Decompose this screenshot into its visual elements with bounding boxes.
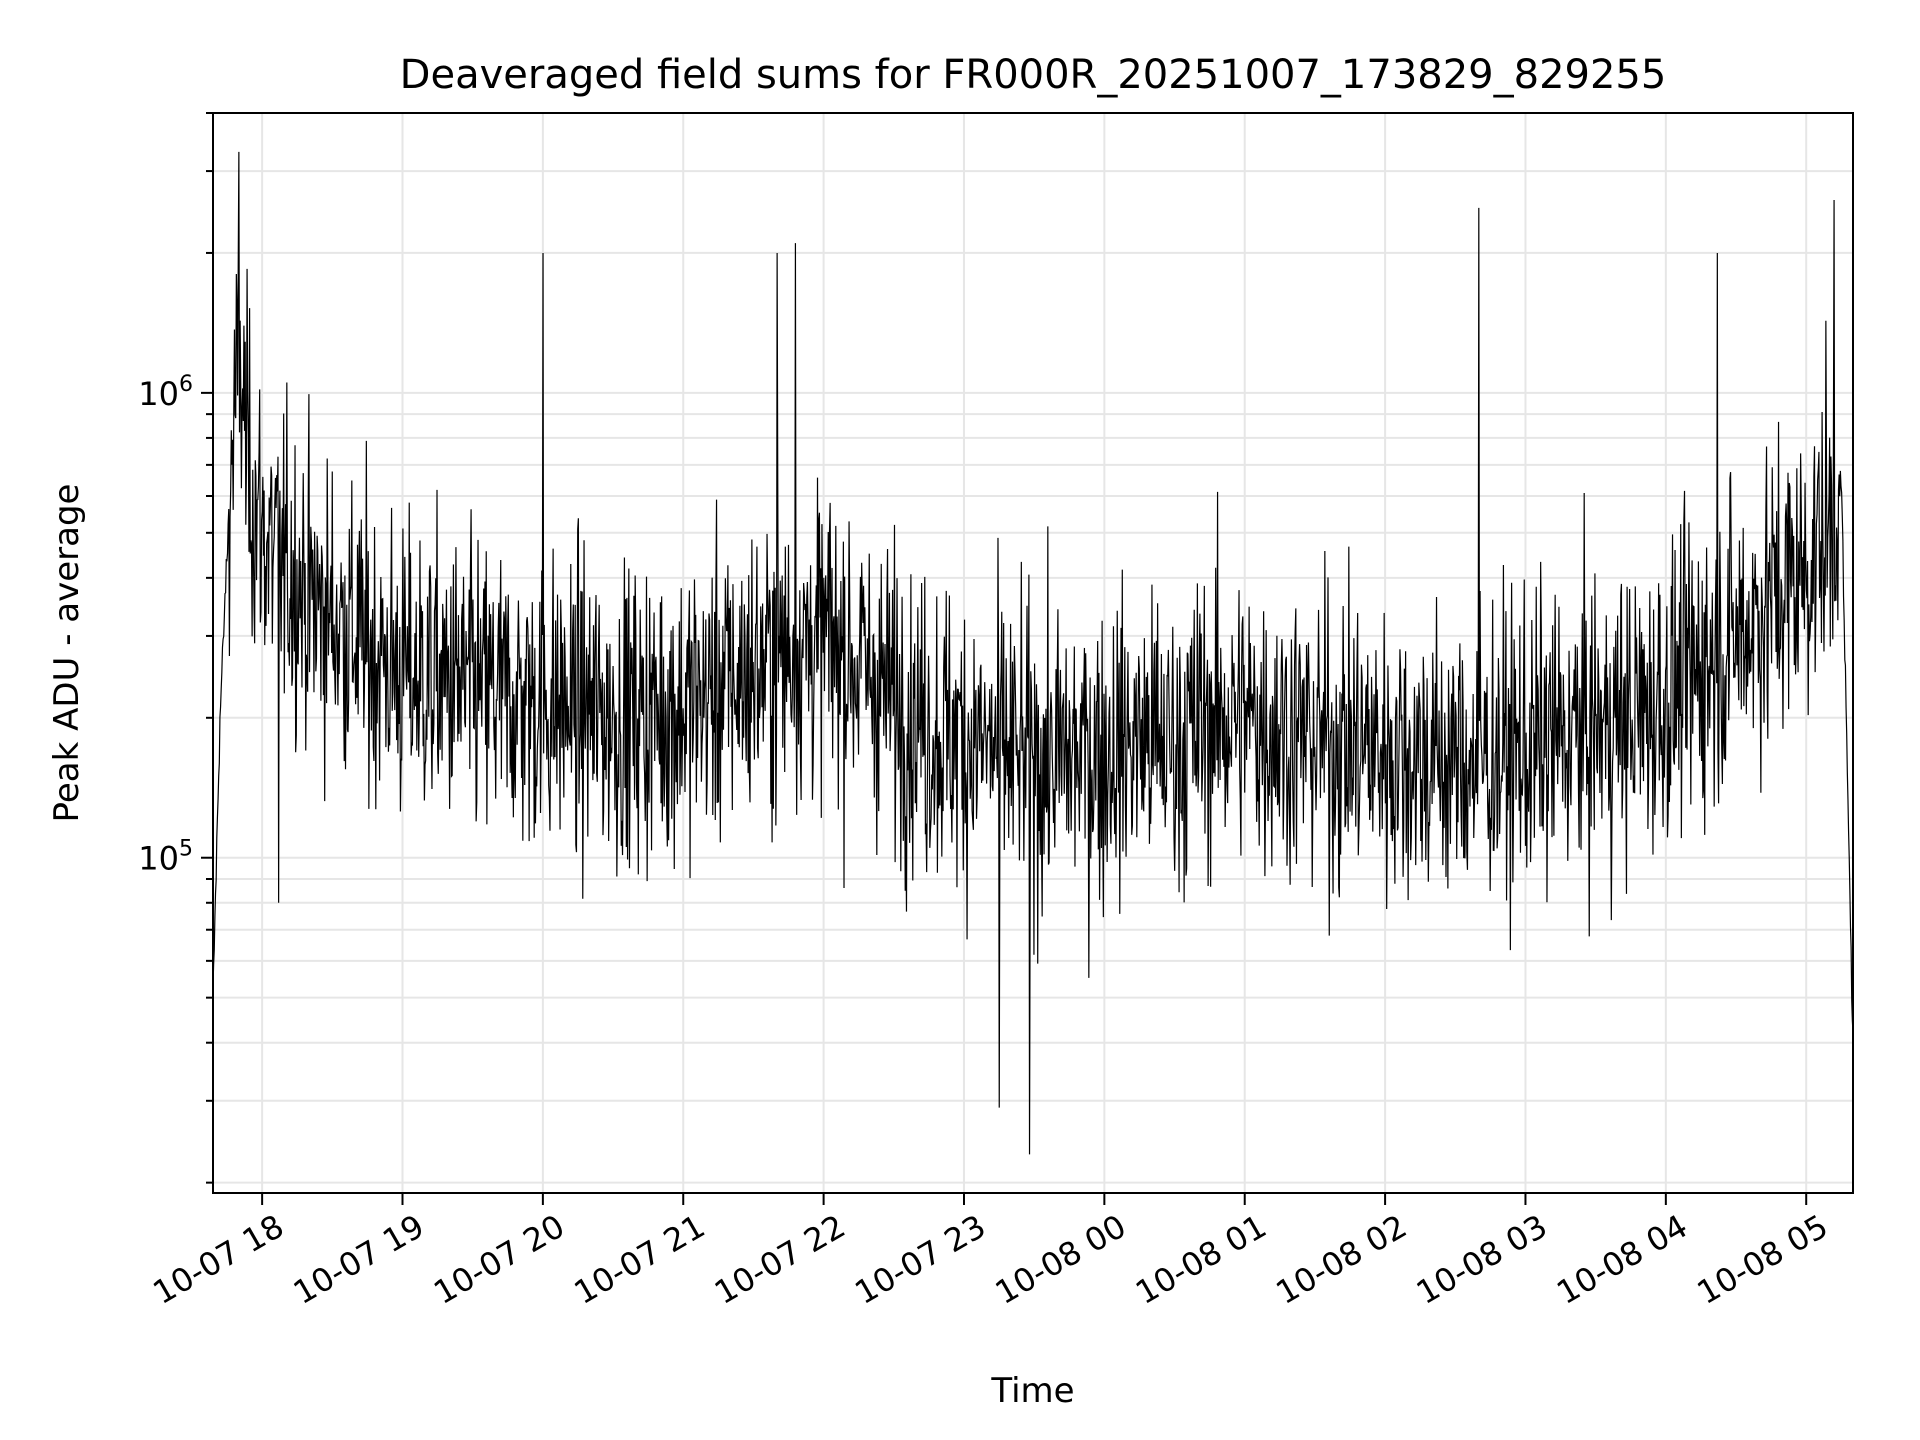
y-tick-label: 106 xyxy=(138,372,193,413)
plot-frame xyxy=(212,112,1854,1194)
x-axis-title: Time xyxy=(990,1371,1074,1411)
series-line xyxy=(212,151,1854,1155)
y-axis-title: Peak ADU - average xyxy=(47,484,87,823)
data-area xyxy=(212,151,1854,1155)
y-tick-label: 105 xyxy=(138,837,193,878)
chart-title: Deaveraged field sums for FR000R_2025100… xyxy=(400,52,1667,98)
